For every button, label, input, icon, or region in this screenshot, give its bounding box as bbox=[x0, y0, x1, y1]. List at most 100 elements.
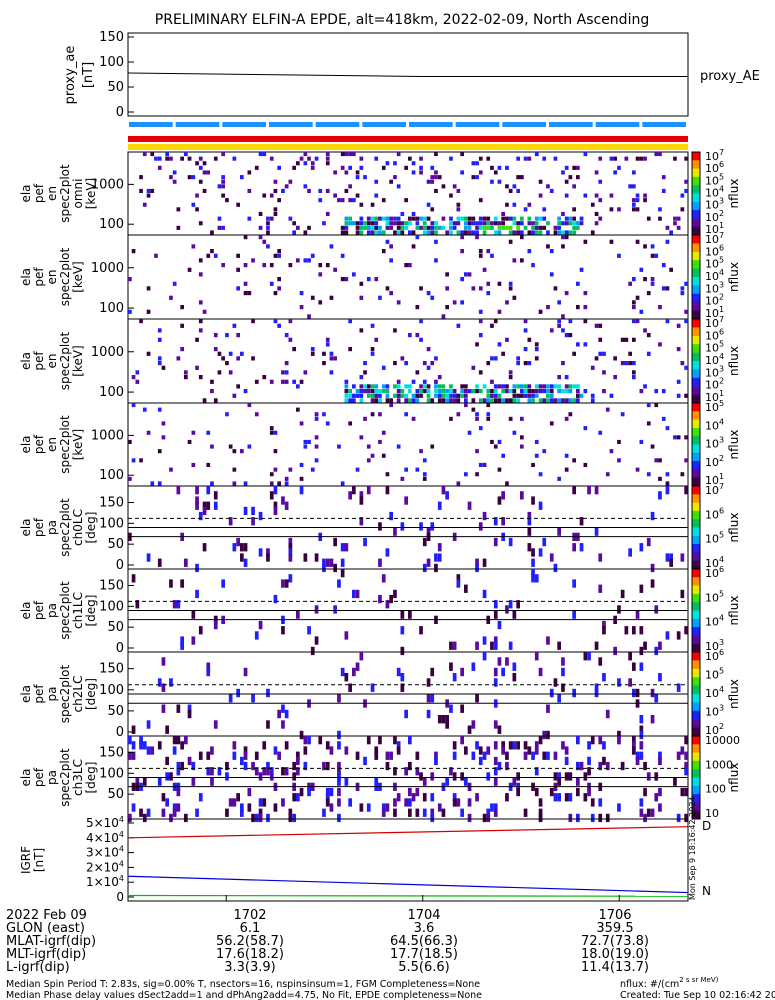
spectrogram-cell bbox=[337, 694, 341, 703]
spectrogram-cell bbox=[684, 188, 688, 193]
spectrogram-cell bbox=[221, 225, 225, 230]
spectrogram-cell bbox=[322, 361, 326, 366]
spectrogram-cell bbox=[269, 156, 274, 161]
spectrogram-cell bbox=[594, 323, 599, 328]
spectrogram-cell bbox=[490, 225, 494, 230]
spectrogram-cell bbox=[520, 435, 524, 440]
colorbar-frame bbox=[691, 735, 701, 820]
spectrogram-cell bbox=[240, 449, 244, 454]
spectrogram-cell bbox=[243, 291, 248, 296]
spectrogram-cell bbox=[187, 267, 192, 272]
spectrogram-cell bbox=[501, 667, 505, 677]
spectrogram-cell bbox=[639, 646, 644, 656]
spectrogram-cell bbox=[370, 202, 375, 207]
spectrogram-cell bbox=[437, 501, 442, 510]
spectrogram-cell bbox=[348, 184, 352, 189]
spectrogram-cell bbox=[598, 156, 603, 161]
spectrogram-cell bbox=[456, 221, 461, 226]
spectrogram-cell bbox=[333, 193, 337, 198]
spectrogram-cell bbox=[359, 202, 364, 207]
spectrogram-cell bbox=[505, 761, 509, 771]
spectrogram-cell bbox=[527, 746, 532, 755]
spectrogram-cell bbox=[437, 384, 442, 389]
spectrogram-cell bbox=[195, 486, 199, 495]
spectrogram-cell bbox=[542, 207, 547, 212]
spectrogram-cell bbox=[471, 751, 476, 760]
spectrogram-cell bbox=[572, 351, 576, 356]
spectrogram-cell bbox=[172, 746, 177, 755]
spectrogram-cell bbox=[281, 704, 285, 713]
spectrogram-cell bbox=[493, 756, 498, 766]
spectrogram-cell bbox=[538, 667, 543, 677]
spectrogram-cell bbox=[430, 230, 435, 235]
spectrogram-cell bbox=[277, 323, 281, 328]
spectrogram-cell bbox=[658, 207, 662, 212]
spectrogram-cell bbox=[247, 803, 252, 812]
spectrogram-cell bbox=[355, 230, 360, 235]
spectrogram-cell bbox=[277, 253, 281, 258]
colorbar-tick-label: 105 bbox=[705, 667, 724, 682]
spectrogram-cell bbox=[471, 398, 476, 403]
spectrogram-cell bbox=[284, 481, 289, 486]
spectrogram-cell bbox=[296, 610, 300, 619]
spectrogram-cell bbox=[262, 193, 267, 198]
spectrogram-cell bbox=[426, 678, 431, 687]
spectrogram-cell bbox=[531, 751, 535, 760]
spectrogram-cell bbox=[340, 481, 345, 486]
spectrogram-cell bbox=[549, 398, 554, 403]
spectrogram-cell bbox=[538, 813, 543, 823]
spectrogram-cell bbox=[467, 798, 472, 807]
colorbar-segment bbox=[692, 403, 700, 412]
spectrogram-cell bbox=[534, 767, 539, 776]
spectrogram-cell bbox=[628, 351, 632, 356]
footer-value: 72.7(73.8) bbox=[581, 934, 649, 949]
spectrogram-cell bbox=[370, 398, 375, 403]
spectrogram-cell bbox=[553, 230, 558, 235]
spectrogram-cell bbox=[520, 389, 524, 394]
spectrogram-cell bbox=[628, 548, 632, 557]
spectrogram-cell bbox=[661, 188, 666, 193]
spectrogram-cell bbox=[501, 746, 505, 755]
spectrogram-cell bbox=[396, 667, 401, 677]
spectrogram-cell bbox=[378, 389, 382, 394]
spectrogram-cell bbox=[673, 435, 677, 440]
spectrogram-cell bbox=[236, 267, 240, 272]
spectrogram-cell bbox=[490, 356, 494, 361]
spectrogram-cell bbox=[669, 230, 673, 235]
colorbar-unit: nflux bbox=[727, 596, 741, 626]
spectrogram-cell bbox=[202, 506, 207, 516]
spectrogram-cell bbox=[576, 393, 580, 398]
spectrogram-cell bbox=[273, 594, 278, 604]
spectrogram-cell bbox=[426, 558, 431, 567]
spectrogram-cell bbox=[404, 198, 408, 203]
spectrogram-cell bbox=[393, 589, 397, 599]
spectrogram-cell bbox=[426, 230, 431, 235]
spectrogram-cell bbox=[374, 216, 379, 221]
spectrogram-cell bbox=[296, 767, 300, 776]
spectrogram-cell bbox=[512, 610, 517, 619]
spectrogram-cell bbox=[665, 225, 670, 230]
spectrogram-cell bbox=[557, 793, 561, 802]
spectrogram-cell bbox=[568, 384, 573, 389]
spectrogram-cell bbox=[482, 230, 487, 235]
spectrogram-cell bbox=[325, 558, 330, 567]
spectrogram-cell bbox=[635, 319, 640, 324]
proxy-ae-frame bbox=[127, 32, 689, 117]
spectrogram-cell bbox=[497, 221, 502, 226]
spectrogram-cell bbox=[478, 253, 483, 258]
spectrogram-cell bbox=[542, 751, 547, 760]
ytick-label: 1000 bbox=[91, 177, 124, 192]
spectrogram-cell bbox=[422, 472, 427, 477]
spectrogram-cell bbox=[561, 221, 565, 226]
spectrogram-cell bbox=[393, 384, 397, 389]
ylabel: spec2plot bbox=[58, 331, 72, 390]
spectrogram-cell bbox=[501, 225, 505, 230]
spectrogram-cell bbox=[284, 501, 289, 510]
spectrogram-cell bbox=[374, 193, 379, 198]
spectrogram-cell bbox=[632, 736, 636, 745]
spectrogram-cell bbox=[617, 165, 621, 170]
spectrogram-cell bbox=[221, 193, 225, 198]
spectrogram-cell bbox=[355, 662, 360, 671]
spectrogram-cell bbox=[296, 258, 300, 263]
spectrogram-cell bbox=[363, 389, 367, 394]
